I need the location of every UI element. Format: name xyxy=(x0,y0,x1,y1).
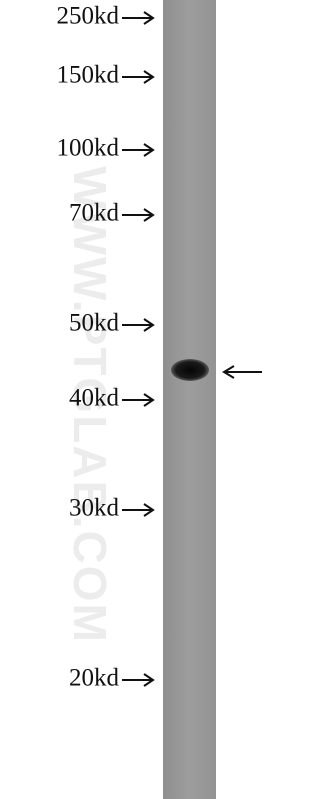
marker-arrow-head xyxy=(143,673,155,687)
marker-label: 20kd xyxy=(69,665,120,692)
marker-label: 30kd xyxy=(69,495,120,522)
marker-label: 70kd xyxy=(69,200,120,227)
band-arrow xyxy=(222,365,262,379)
marker: 100kd xyxy=(57,135,155,162)
marker: 30kd xyxy=(69,495,155,522)
marker: 50kd xyxy=(69,310,155,337)
marker: 250kd xyxy=(57,3,155,30)
marker: 20kd xyxy=(69,665,155,692)
marker: 70kd xyxy=(69,200,155,227)
marker-arrow-head xyxy=(143,208,155,222)
marker-arrow-head xyxy=(143,393,155,407)
marker-arrow-head xyxy=(143,143,155,157)
marker-label: 250kd xyxy=(57,3,120,30)
watermark: WWW.PTGLAB.COM xyxy=(64,166,116,644)
marker-arrow-head xyxy=(143,70,155,84)
marker-label: 100kd xyxy=(57,135,120,162)
gel-lane xyxy=(163,0,216,799)
blot-figure: WWW.PTGLAB.COM 250kd 150kd 100kd 70kd 50kd 40… xyxy=(57,0,262,799)
marker-arrow-head xyxy=(143,318,155,332)
marker-arrow-head xyxy=(143,11,155,25)
marker-label: 50kd xyxy=(69,310,120,337)
protein-band xyxy=(171,359,209,381)
marker-label: 40kd xyxy=(69,385,120,412)
marker: 150kd xyxy=(57,62,155,89)
marker-arrow-head xyxy=(143,503,155,517)
marker: 40kd xyxy=(69,385,155,412)
marker-label: 150kd xyxy=(57,62,120,89)
